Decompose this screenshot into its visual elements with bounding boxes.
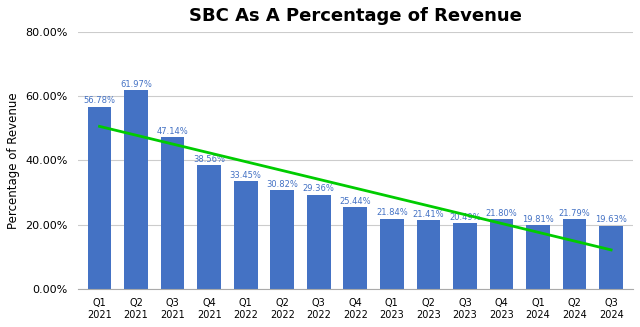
Bar	[197, 165, 221, 289]
Text: 30.82%: 30.82%	[266, 180, 298, 189]
Y-axis label: Percentage of Revenue: Percentage of Revenue	[7, 92, 20, 229]
Bar	[563, 219, 586, 289]
Bar	[234, 181, 257, 289]
Text: 61.97%: 61.97%	[120, 79, 152, 89]
Bar	[453, 223, 477, 289]
Title: SBC As A Percentage of Revenue: SBC As A Percentage of Revenue	[189, 7, 522, 25]
Bar	[161, 137, 184, 289]
Bar	[270, 190, 294, 289]
Text: 56.78%: 56.78%	[84, 96, 116, 105]
Bar	[380, 219, 404, 289]
Bar	[599, 226, 623, 289]
Bar	[307, 195, 331, 289]
Text: 47.14%: 47.14%	[157, 127, 189, 136]
Text: 25.44%: 25.44%	[339, 197, 371, 206]
Text: 29.36%: 29.36%	[303, 184, 335, 193]
Bar	[417, 220, 440, 289]
Text: 19.63%: 19.63%	[595, 215, 627, 224]
Text: 38.56%: 38.56%	[193, 155, 225, 164]
Text: 33.45%: 33.45%	[230, 171, 262, 180]
Text: 21.79%: 21.79%	[559, 209, 591, 217]
Bar	[490, 219, 513, 289]
Bar	[526, 225, 550, 289]
Text: 21.80%: 21.80%	[486, 209, 517, 217]
Text: 19.81%: 19.81%	[522, 215, 554, 224]
Bar	[88, 107, 111, 289]
Bar	[124, 90, 148, 289]
Bar	[344, 207, 367, 289]
Text: 21.41%: 21.41%	[413, 210, 444, 219]
Text: 20.49%: 20.49%	[449, 213, 481, 222]
Text: 21.84%: 21.84%	[376, 208, 408, 217]
